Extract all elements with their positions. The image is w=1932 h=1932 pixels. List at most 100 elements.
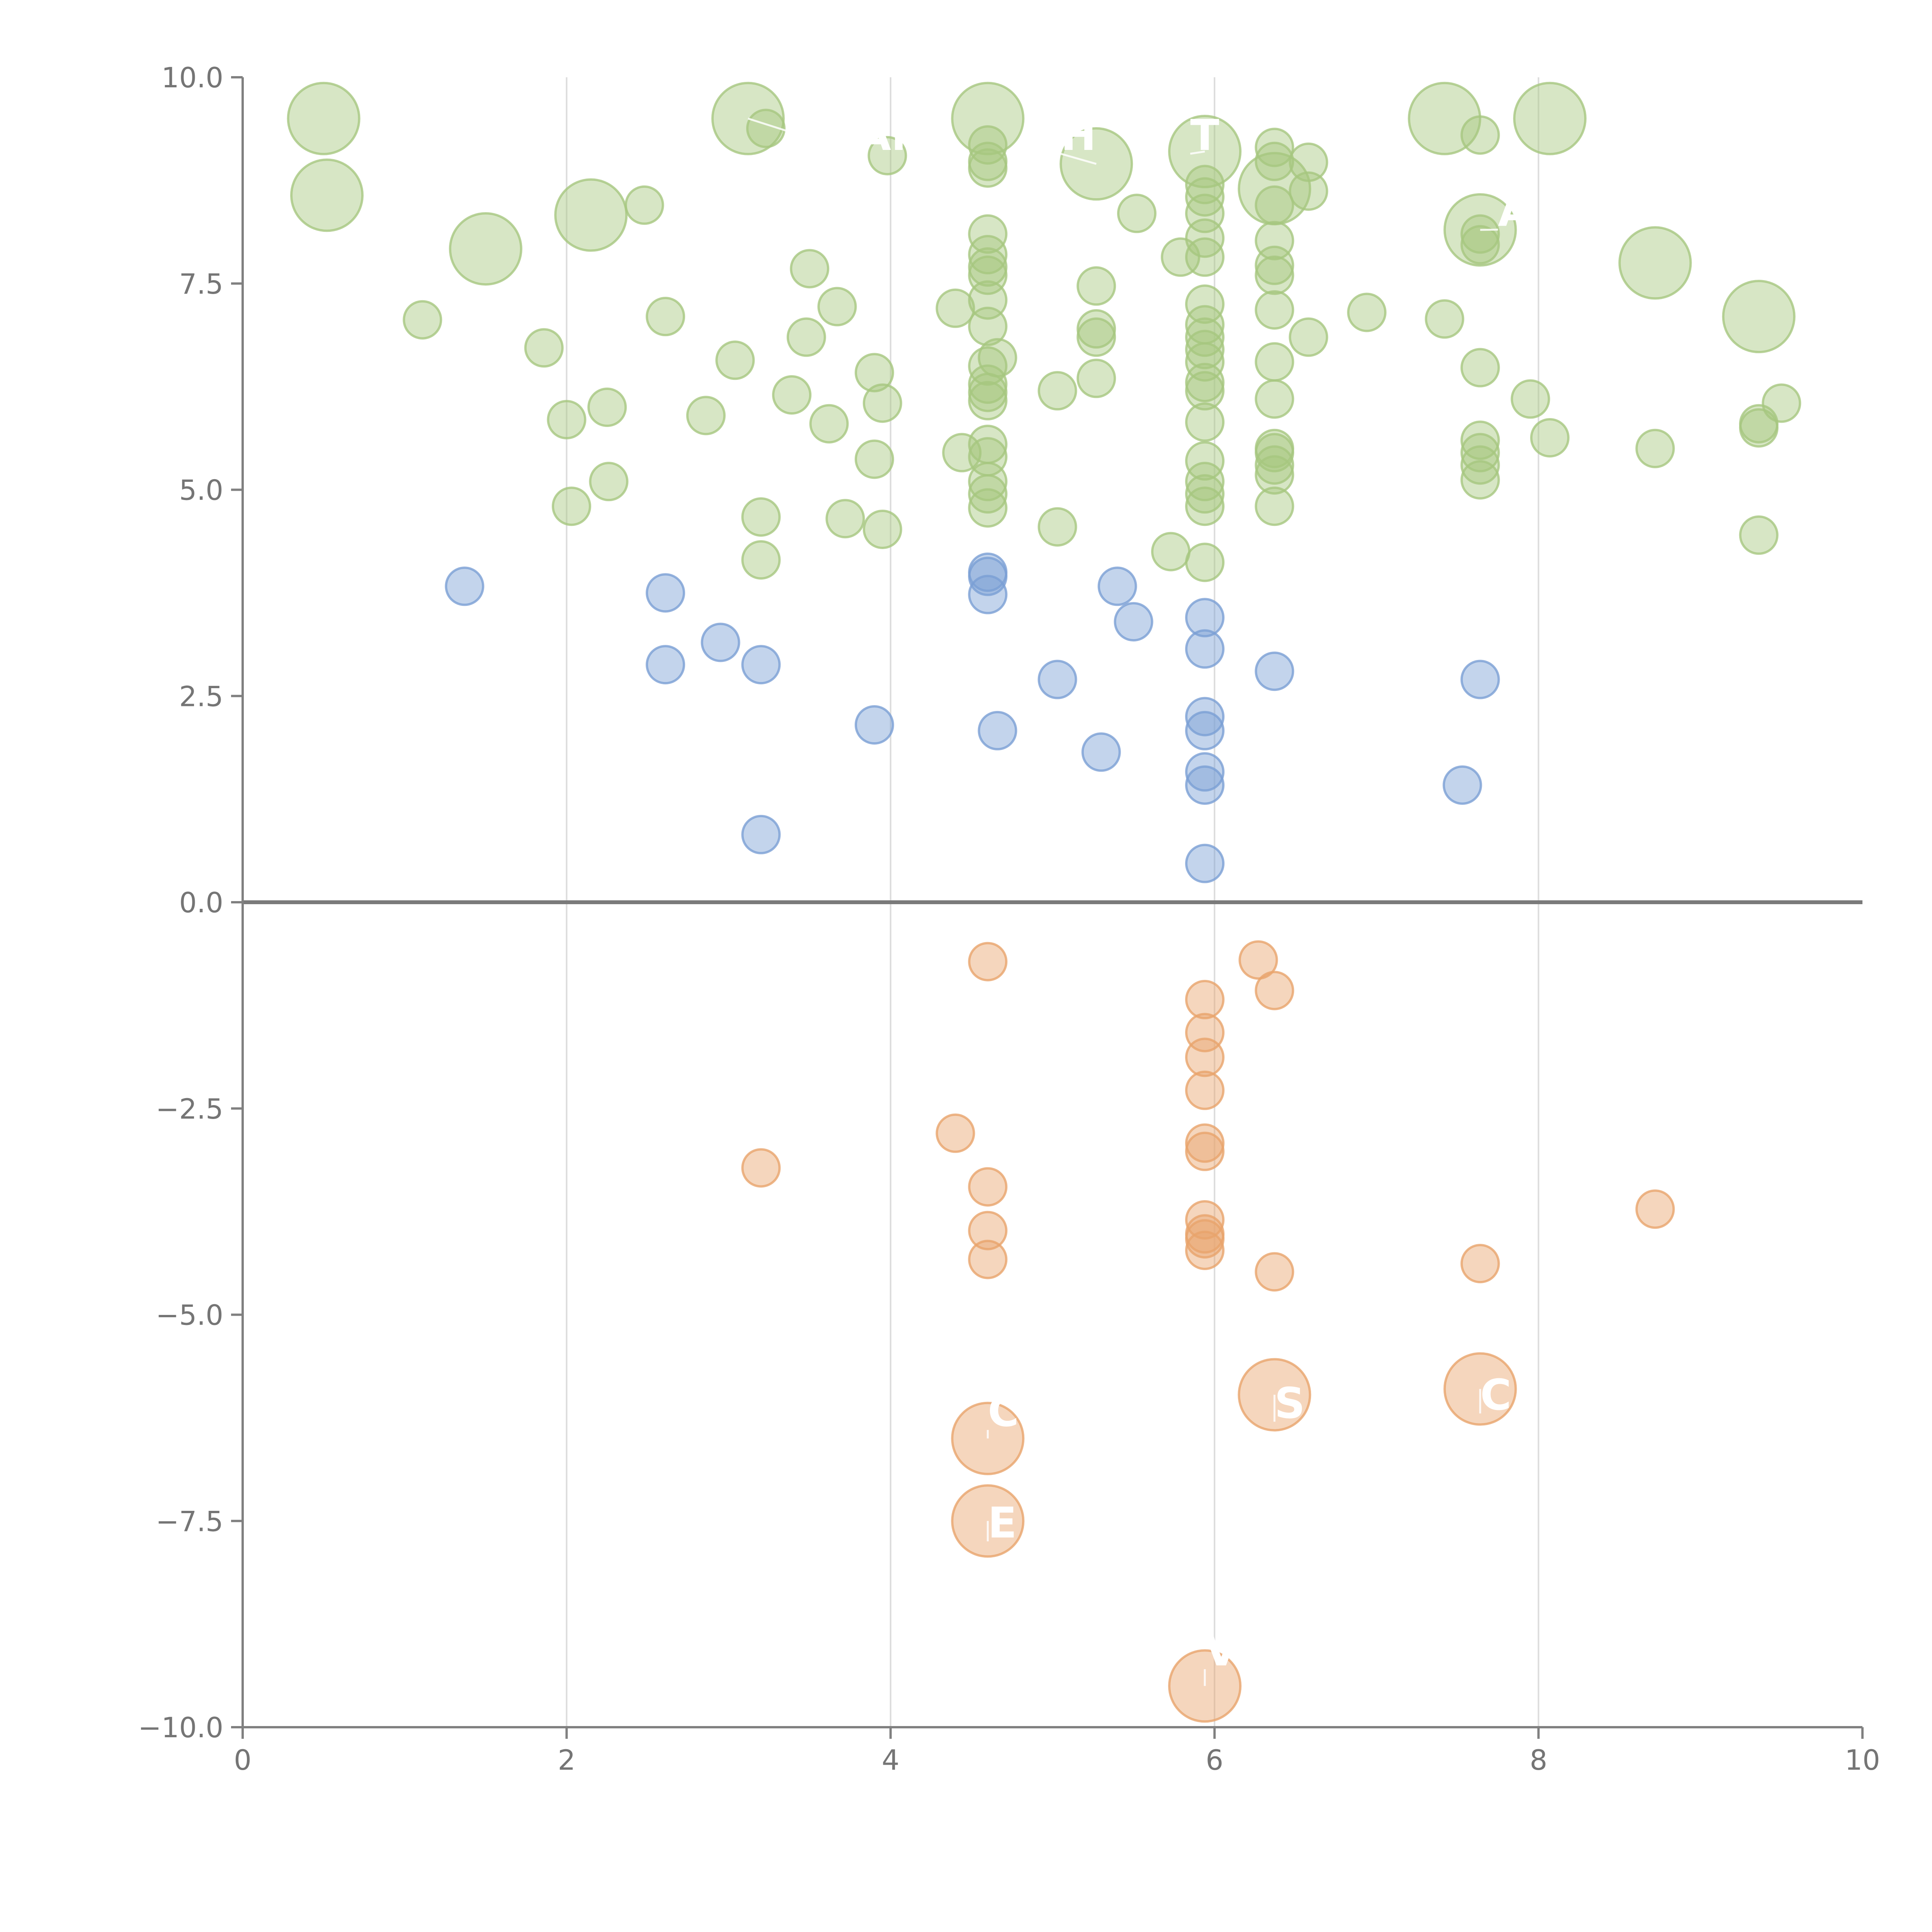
data-point-s0-28 xyxy=(786,317,826,357)
data-point-s0-20 xyxy=(624,185,664,225)
data-point-s1-13 xyxy=(1097,566,1137,606)
data-point-s0-30 xyxy=(809,404,849,444)
data-point-s0-63 xyxy=(1077,317,1116,357)
data-point-s0-10 xyxy=(1513,82,1587,155)
data-point-s1-15 xyxy=(1185,598,1225,638)
data-point-s0-99 xyxy=(1255,486,1294,526)
data-point-s2-3 xyxy=(968,1167,1008,1207)
data-point-s0-36 xyxy=(862,509,902,549)
data-point-s0-88 xyxy=(1255,185,1294,225)
data-point-s0-73 xyxy=(1185,284,1225,324)
data-point-s0-35 xyxy=(862,383,902,423)
data-point-s0-17 xyxy=(551,486,591,526)
data-point-s0-69 xyxy=(1185,177,1225,217)
annotation-label-3: A xyxy=(1498,186,1531,236)
annotation-leader-1 xyxy=(1060,153,1097,165)
data-point-s0-90 xyxy=(1255,245,1294,285)
data-point-s2-20 xyxy=(1635,1189,1675,1229)
data-point-s1-24 xyxy=(1460,660,1500,699)
data-point-s0-77 xyxy=(1185,342,1225,382)
data-point-s0-68 xyxy=(1185,165,1225,204)
data-point-s0-52 xyxy=(968,381,1008,420)
data-point-s0-18 xyxy=(587,388,627,427)
data-point-s0-0 xyxy=(287,82,361,155)
data-point-s0-64 xyxy=(1077,359,1116,398)
annotation-label-6: C xyxy=(1480,1370,1512,1420)
data-point-s1-4 xyxy=(741,645,781,685)
annotation-label-7: E xyxy=(988,1498,1017,1548)
data-point-s0-24 xyxy=(741,497,781,537)
data-point-s2-1 xyxy=(935,1113,975,1153)
data-point-s0-83 xyxy=(1185,474,1225,514)
data-point-s1-11 xyxy=(1037,660,1077,699)
data-point-s0-21 xyxy=(646,297,685,337)
data-point-s0-86 xyxy=(1255,128,1294,167)
data-point-s0-44 xyxy=(968,235,1008,275)
data-point-s0-40 xyxy=(968,125,1008,165)
data-point-s0-102 xyxy=(1289,317,1328,357)
annotation-leader-2 xyxy=(1190,150,1205,155)
data-point-s0-32 xyxy=(825,499,865,539)
x-tick-label-3: 6 xyxy=(1206,1744,1223,1776)
data-point-s1-20 xyxy=(1185,765,1225,805)
data-point-s0-16 xyxy=(547,400,587,440)
data-point-s0-61 xyxy=(1077,266,1116,306)
annotation-label-1: H xyxy=(1061,111,1096,160)
data-point-s0-94 xyxy=(1255,379,1294,419)
data-point-s0-115 xyxy=(1635,429,1675,468)
data-point-s1-14 xyxy=(1114,602,1153,642)
data-point-s0-92 xyxy=(1255,290,1294,330)
data-point-s0-42 xyxy=(968,148,1008,188)
data-point-s0-101 xyxy=(1289,171,1328,211)
data-point-s1-16 xyxy=(1185,629,1225,669)
annotation-label-4: C xyxy=(988,1387,1019,1436)
data-point-s0-80 xyxy=(1185,402,1225,442)
data-point-s0-48 xyxy=(968,306,1008,346)
y-tick-label-1: 7.5 xyxy=(179,268,223,300)
data-point-s1-19 xyxy=(1185,752,1225,792)
data-point-s0-2 xyxy=(449,212,522,286)
data-point-s0-60 xyxy=(1037,507,1077,547)
data-point-s0-58 xyxy=(978,338,1017,378)
annotation-label-5: S xyxy=(1274,1378,1305,1428)
data-point-s0-98 xyxy=(1255,455,1294,495)
data-point-s0-14 xyxy=(403,300,442,340)
data-point-s0-93 xyxy=(1255,342,1294,382)
data-point-s2-9 xyxy=(1185,1070,1225,1110)
data-point-s0-76 xyxy=(1185,330,1225,369)
data-point-s0-39 xyxy=(942,433,982,473)
annotation-label-0: AN xyxy=(858,111,927,160)
x-tick-label-1: 2 xyxy=(558,1744,575,1776)
data-point-s2-17 xyxy=(1255,971,1294,1010)
annotation-leader-0 xyxy=(748,117,859,155)
data-point-s0-119 xyxy=(1762,383,1801,423)
data-point-s0-79 xyxy=(1185,371,1225,411)
x-tick-label-5: 10 xyxy=(1845,1744,1880,1776)
annotation-label-2: T xyxy=(1190,111,1219,160)
annotation-label-8: V xyxy=(1205,1626,1238,1675)
data-point-s2-4 xyxy=(968,1211,1008,1250)
y-tick-label-6: −5.0 xyxy=(156,1299,223,1332)
data-point-s0-56 xyxy=(968,474,1008,514)
data-point-s2-6 xyxy=(1185,980,1225,1019)
data-point-s0-34 xyxy=(854,439,894,479)
x-tick-label-0: 0 xyxy=(234,1744,252,1776)
data-point-s0-57 xyxy=(968,488,1008,528)
data-point-s0-78 xyxy=(1185,362,1225,402)
data-point-s0-26 xyxy=(746,109,786,148)
data-point-s2-10 xyxy=(1185,1123,1225,1163)
data-point-s0-45 xyxy=(968,247,1008,287)
data-point-s1-12 xyxy=(1081,732,1121,772)
data-point-s0-105 xyxy=(1460,115,1500,155)
data-point-s1-5 xyxy=(741,815,781,854)
data-point-s0-96 xyxy=(1255,433,1294,473)
data-point-s0-110 xyxy=(1460,433,1500,473)
data-point-s1-1 xyxy=(646,573,685,613)
data-point-s1-22 xyxy=(1255,651,1294,691)
data-point-s0-62 xyxy=(1077,309,1116,349)
data-point-s0-66 xyxy=(1151,532,1191,571)
data-point-s0-23 xyxy=(715,340,755,380)
y-tick-label-4: 0.0 xyxy=(179,886,223,919)
data-point-s0-72 xyxy=(1185,237,1225,277)
